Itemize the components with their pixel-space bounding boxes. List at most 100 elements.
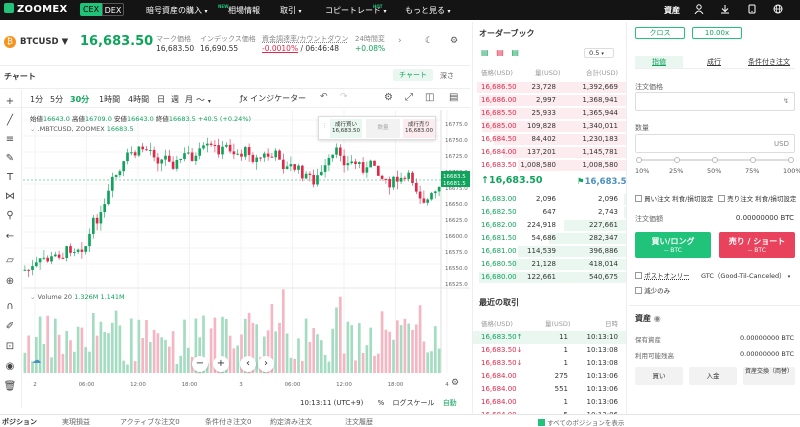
interval-7[interactable]: 月	[185, 95, 193, 104]
interval-1[interactable]: 5分	[50, 95, 64, 104]
scroll-right-icon[interactable]: ›	[258, 356, 274, 372]
indicator-button[interactable]: ƒx インジケーター	[240, 93, 306, 104]
cloud-icon[interactable]: ☁	[32, 356, 41, 366]
slider-stop[interactable]	[788, 157, 794, 163]
buy-tpsl-checkbox[interactable]: 買い注文 利食/損切設定	[635, 193, 713, 203]
tab-limit[interactable]: 指値	[635, 56, 683, 68]
nav-more[interactable]: もっと見る ▾	[405, 5, 451, 16]
buy-crypto-button[interactable]: 買い	[635, 367, 683, 385]
trendline-icon[interactable]: ╱	[6, 115, 14, 126]
price-chart[interactable]: 16775.016750.016725.016700.016675.016650…	[23, 110, 470, 393]
interval-6[interactable]: 週	[171, 95, 179, 104]
eye-icon[interactable]: ◉	[653, 314, 661, 323]
dex-toggle[interactable]: DEX	[102, 3, 124, 16]
nav-assets[interactable]: 資産	[664, 6, 680, 15]
orderbook-row[interactable]: 16,682.00 224,918 227,661	[473, 219, 626, 232]
orderbook-row[interactable]: 16,680.00 122,661 540,675	[473, 271, 626, 284]
bottom-tab-2[interactable]: アクティブな注文0	[120, 417, 180, 427]
globe-icon[interactable]	[772, 4, 784, 16]
chart-type-icon[interactable]: 〜 ▾	[196, 96, 211, 106]
zoom-in-icon[interactable]: +	[213, 356, 229, 372]
settings-icon[interactable]: ⚙	[450, 36, 459, 46]
bottom-tab-4[interactable]: 約定済み注文	[270, 417, 312, 427]
deposit-button[interactable]: 入金	[689, 367, 737, 385]
nav-buy-crypto[interactable]: 暗号資産の購入 ▾ NEW	[146, 4, 229, 16]
orderbook-row[interactable]: 16,683.50 1,008,580 1,008,580	[473, 159, 626, 172]
crosshair-icon[interactable]: +	[5, 96, 15, 107]
sell-tpsl-checkbox[interactable]: 売り注文 利食/損切設定	[718, 193, 796, 203]
zoomex-logo[interactable]: ZOOMEX	[4, 3, 68, 15]
nav-trade[interactable]: 取引 ▾	[280, 5, 302, 16]
orderbook-row[interactable]: 16,683.00 2,096 2,096	[473, 193, 626, 206]
depth-select[interactable]: 0.5 ▾	[584, 48, 614, 58]
magnet-icon[interactable]: ∩	[6, 301, 14, 312]
slider-stop[interactable]	[674, 157, 680, 163]
undo-icon[interactable]: ↶	[320, 92, 328, 102]
user-icon[interactable]	[693, 4, 705, 16]
trash-icon[interactable]: 🗑	[3, 381, 17, 392]
ruler-icon[interactable]: ▱	[6, 255, 14, 266]
zoom-out-icon[interactable]: −	[192, 356, 208, 372]
interval-3[interactable]: 1時間	[99, 95, 121, 104]
moon-icon[interactable]: ☾	[425, 36, 434, 46]
price-input[interactable]: ↯	[635, 92, 795, 111]
sell-short-button[interactable]: 売り / ショート -- BTC	[719, 232, 795, 258]
orderbook-row[interactable]: 16,685.00 109,828 1,340,011	[473, 120, 626, 133]
interval-2[interactable]: 30分	[70, 95, 90, 104]
cex-toggle[interactable]: CEX	[80, 3, 102, 16]
tab-conditional[interactable]: 条件付き注文	[748, 58, 790, 66]
zoom-icon[interactable]: ⊕	[5, 276, 15, 287]
orderbook-row[interactable]: 16,686.00 2,997 1,368,941	[473, 94, 626, 107]
fib-icon[interactable]: ≡	[5, 134, 15, 145]
funding-label[interactable]: 資金調達率/カウントダウン	[262, 35, 349, 43]
orderbook-row[interactable]: 16,685.50 25,933 1,365,944	[473, 107, 626, 120]
bottom-tab-0[interactable]: ポジション	[2, 417, 37, 427]
orderbook-row[interactable]: 16,684.00 137,201 1,145,781	[473, 146, 626, 159]
back-arrow-icon[interactable]: ←	[5, 231, 15, 242]
orderbook-row[interactable]: 16,680.50 21,128 418,014	[473, 258, 626, 271]
nav-market[interactable]: 相場情報	[228, 6, 260, 15]
chart-settings-icon[interactable]: ⚙	[384, 92, 393, 103]
scroll-left-icon[interactable]: ‹	[240, 356, 256, 372]
quick-qty-input[interactable]: 数量	[366, 119, 400, 138]
quick-buy-button[interactable]: 成行買い 16,683.50	[330, 119, 362, 138]
tab-chart[interactable]: チャート	[393, 69, 433, 81]
post-only-checkbox[interactable]: ポストオンリー	[635, 270, 690, 280]
orderbook-row[interactable]: 16,681.00 114,539 396,886	[473, 245, 626, 258]
chevron-right-icon[interactable]: ›	[398, 36, 402, 46]
orderbook-row[interactable]: 16,681.50 54,686 282,347	[473, 232, 626, 245]
notification-icon[interactable]	[746, 4, 758, 16]
slider-stop[interactable]	[712, 157, 718, 163]
qty-input[interactable]: USD	[635, 134, 795, 153]
eye-icon[interactable]: ◉	[5, 361, 15, 372]
interval-5[interactable]: 日	[157, 95, 165, 104]
download-icon[interactable]	[719, 4, 731, 16]
bottom-tab-1[interactable]: 実現損益	[62, 417, 90, 427]
camera-icon[interactable]: ◫	[425, 92, 435, 103]
buy-long-button[interactable]: 買い/ロング -- BTC	[635, 232, 711, 258]
margin-mode-button[interactable]: クロス	[635, 27, 685, 39]
convert-button[interactable]: 資産交換（両替）	[743, 367, 795, 385]
orderbook-row[interactable]: 16,686.50 23,728 1,392,669	[473, 81, 626, 94]
orderbook-row[interactable]: 16,682.50 647 2,743	[473, 206, 626, 219]
lock-icon[interactable]: ⊡	[5, 341, 15, 352]
auto-scale-toggle[interactable]: 自動	[442, 399, 457, 407]
bottom-tab-3[interactable]: 条件付き注文0	[205, 417, 251, 427]
view-bids-icon[interactable]: ▤	[511, 48, 519, 57]
orderbook-row[interactable]: 16,684.50 84,402 1,230,183	[473, 133, 626, 146]
text-icon[interactable]: T	[6, 172, 14, 183]
bottom-tab-5[interactable]: 注文履歴	[345, 417, 373, 427]
forecast-icon[interactable]: ⚲	[6, 210, 14, 221]
tab-depth[interactable]: 深さ	[440, 72, 454, 80]
drag-handle-icon[interactable]: ⋮	[322, 123, 328, 129]
slider-stop[interactable]	[636, 157, 642, 163]
log-scale-toggle[interactable]: ログスケール	[392, 399, 435, 407]
layout-icon[interactable]: ▤	[449, 92, 459, 103]
tab-market[interactable]: 成行	[707, 58, 721, 66]
view-both-icon[interactable]: ▤	[481, 48, 489, 57]
tif-select[interactable]: GTC（Good-Til-Canceled） ▾	[701, 270, 790, 280]
symbol-selector[interactable]: BTCUSD ▼	[20, 37, 68, 47]
interval-4[interactable]: 4時間	[128, 95, 150, 104]
view-asks-icon[interactable]: ▤	[496, 48, 504, 57]
slider-stop[interactable]	[750, 157, 756, 163]
